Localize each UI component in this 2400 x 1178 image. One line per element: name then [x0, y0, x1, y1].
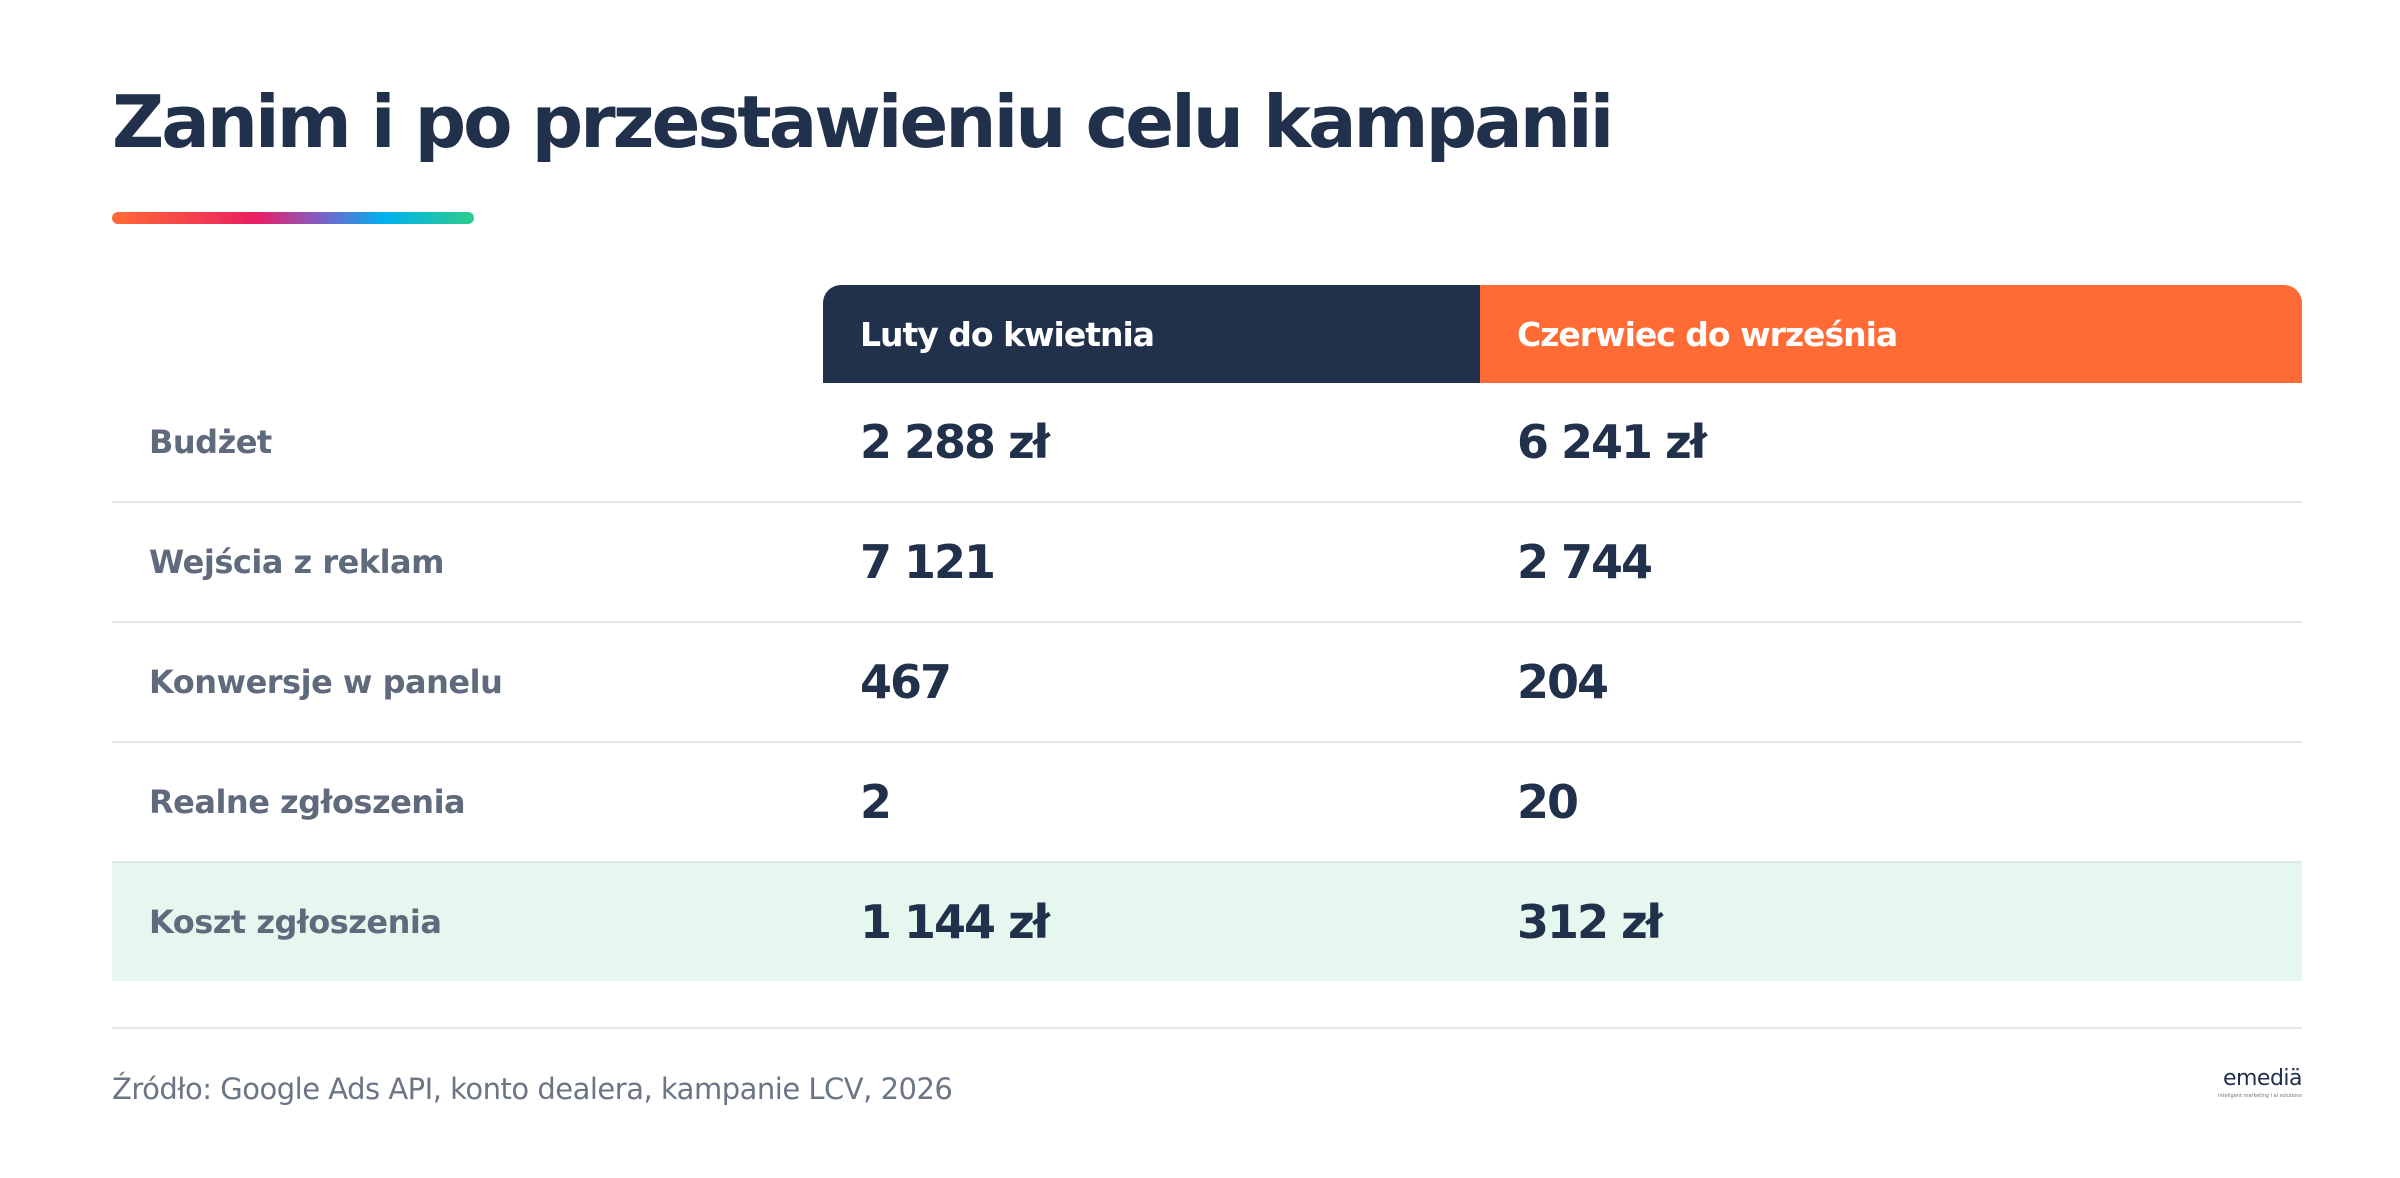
table-header-row: Luty do kwietnia Czerwiec do września	[112, 285, 2302, 383]
cell-budget-after: 6 241 zł	[1517, 415, 1707, 469]
source-note: Źródło: Google Ads API, konto dealera, k…	[112, 1072, 953, 1106]
footer-divider	[112, 1027, 2302, 1029]
cell-lead-cost-after: 312 zł	[1517, 895, 1663, 949]
cell-panel-conversions-before: 467	[860, 655, 952, 709]
row-label-panel-conversions: Konwersje w panelu	[149, 663, 503, 701]
cell-real-leads-before: 2	[860, 775, 892, 829]
cell-ad-visits-after: 2 744	[1517, 535, 1653, 589]
cell-budget-before: 2 288 zł	[860, 415, 1050, 469]
emedia-logo: emediä inteligent marketing i ai solutio…	[2210, 1068, 2302, 1108]
table-row-highlighted: Koszt zgłoszenia 1 144 zł 312 zł	[112, 863, 2302, 981]
comparison-table: Luty do kwietnia Czerwiec do września Bu…	[112, 285, 2302, 981]
logo-wordmark: emediä	[2222, 1066, 2303, 1091]
column-header-after: Czerwiec do września	[1480, 285, 2302, 383]
row-label-budget: Budżet	[149, 423, 272, 461]
table-row: Konwersje w panelu 467 204	[112, 623, 2302, 743]
cell-lead-cost-before: 1 144 zł	[860, 895, 1050, 949]
page-title: Zanim i po przestawieniu celu kampanii	[112, 80, 1614, 164]
table-row: Realne zgłoszenia 2 20	[112, 743, 2302, 863]
cell-real-leads-after: 20	[1517, 775, 1579, 829]
table-row: Wejścia z reklam 7 121 2 744	[112, 503, 2302, 623]
table-row: Budżet 2 288 zł 6 241 zł	[112, 383, 2302, 503]
cell-ad-visits-before: 7 121	[860, 535, 996, 589]
column-header-before: Luty do kwietnia	[823, 285, 1480, 383]
title-accent-bar	[112, 212, 474, 224]
logo-tagline: inteligent marketing i ai solutions	[2218, 1093, 2302, 1099]
row-label-lead-cost: Koszt zgłoszenia	[149, 903, 442, 941]
row-label-real-leads: Realne zgłoszenia	[149, 783, 466, 821]
cell-panel-conversions-after: 204	[1517, 655, 1609, 709]
row-label-ad-visits: Wejścia z reklam	[149, 543, 444, 581]
